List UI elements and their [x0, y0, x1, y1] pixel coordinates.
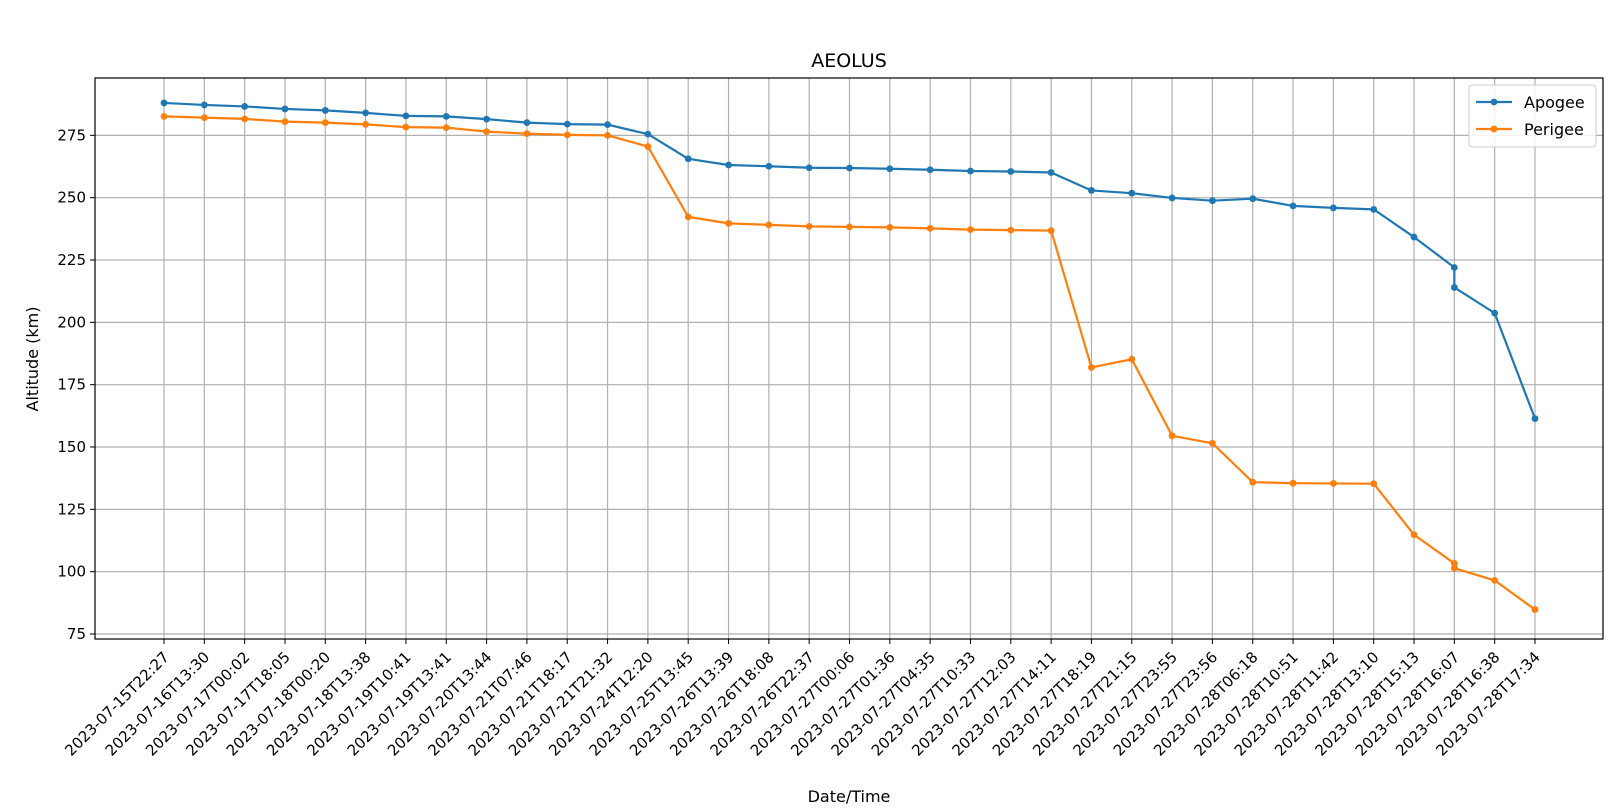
apogee-point — [362, 109, 370, 117]
y-axis-ticks: 75 100 125 150 175 200 225 250 275 — [57, 126, 95, 643]
apogee-point — [563, 120, 571, 128]
apogee-point — [523, 119, 531, 127]
y-tick-label: 225 — [57, 251, 86, 269]
apogee-point — [1249, 195, 1257, 203]
apogee-point — [200, 101, 208, 109]
perigee-point — [1491, 577, 1499, 584]
perigee-point — [1088, 364, 1095, 371]
perigee-point — [725, 219, 732, 227]
y-tick-label: 200 — [57, 313, 86, 331]
apogee-line — [163, 101, 1537, 419]
legend-label-perigee: Perigee — [1524, 120, 1584, 139]
apogee-point — [1209, 197, 1216, 205]
apogee-point — [846, 164, 853, 172]
y-tick-label: 250 — [57, 189, 86, 207]
apogee-point — [1289, 202, 1297, 210]
x-axis-ticks: 2023-07-15T22:272023-07-16T13:302023-07-… — [61, 639, 1544, 760]
perigee-point — [1450, 560, 1458, 567]
apogee-point — [402, 112, 410, 120]
perigee-point — [1209, 439, 1216, 447]
perigee-point — [563, 131, 571, 139]
apogee-point — [1410, 233, 1418, 241]
apogee-point — [1450, 264, 1458, 271]
apogee-point — [644, 130, 652, 138]
perigee-point — [1329, 480, 1337, 487]
perigee-point — [1249, 478, 1257, 486]
apogee-point — [1007, 168, 1015, 175]
apogee-point — [1531, 415, 1539, 422]
perigee-point — [523, 130, 531, 138]
apogee-point — [241, 103, 249, 110]
apogee-point — [604, 121, 611, 129]
perigee-point — [1410, 531, 1418, 539]
y-tick-label: 125 — [57, 500, 86, 518]
apogee-point — [805, 164, 813, 172]
perigee-point — [1450, 564, 1458, 572]
perigee-point — [1289, 479, 1297, 487]
y-tick-label: 150 — [57, 438, 86, 456]
perigee-point — [805, 222, 813, 230]
apogee-point — [442, 112, 450, 120]
apogee-point — [886, 165, 894, 173]
apogee-point — [1491, 309, 1499, 317]
apogee-point — [725, 161, 732, 169]
y-tick-label: 75 — [67, 625, 86, 643]
perigee-line — [163, 115, 1536, 611]
perigee-point — [200, 114, 208, 122]
perigee-point — [321, 119, 329, 127]
y-tick-label: 275 — [57, 126, 86, 144]
chart-title: AEOLUS — [811, 50, 887, 72]
legend-box — [1468, 84, 1597, 148]
apogee-point — [1370, 205, 1378, 213]
perigee-point — [483, 128, 490, 136]
apogee-point — [1168, 194, 1176, 202]
perigee-point — [604, 131, 611, 139]
perigee-point — [644, 143, 652, 150]
perigee-point — [442, 124, 450, 132]
perigee-point — [886, 223, 894, 231]
perigee-point — [846, 223, 853, 231]
apogee-point — [926, 166, 934, 174]
perigee-point — [1168, 432, 1176, 440]
apogee-point — [684, 155, 692, 163]
y-tick-label: 100 — [57, 563, 86, 581]
legend: Apogee Perigee — [1468, 84, 1597, 148]
perigee-point — [402, 123, 410, 131]
perigee-point — [1128, 355, 1136, 363]
y-axis-label: Altitude (km) — [23, 307, 42, 412]
perigee-point — [967, 226, 974, 233]
apogee-point — [765, 162, 773, 170]
perigee-point — [765, 221, 773, 229]
perigee-point — [362, 120, 370, 128]
perigee-point — [1531, 606, 1539, 613]
apogee-point — [321, 107, 329, 114]
perigee-point — [160, 112, 168, 120]
apogee-point — [1088, 187, 1095, 194]
x-axis-label: Date/Time — [808, 787, 891, 806]
perigee-point — [684, 213, 692, 221]
perigee-point — [241, 115, 249, 123]
apogee-point — [1329, 204, 1337, 212]
apogee-point — [967, 167, 974, 175]
apogee-point — [160, 99, 168, 107]
perigee-point — [1007, 226, 1015, 234]
legend-marker-perigee — [1490, 125, 1498, 133]
series-layer — [160, 99, 1539, 613]
y-tick-label: 175 — [57, 376, 86, 394]
perigee-point — [281, 118, 289, 126]
apogee-point — [281, 105, 289, 113]
series-apogee — [160, 99, 1539, 422]
perigee-point — [1047, 227, 1055, 234]
apogee-point — [483, 115, 490, 123]
legend-marker-apogee — [1490, 98, 1498, 106]
legend-label-apogee: Apogee — [1524, 93, 1585, 112]
perigee-point — [1370, 480, 1378, 488]
grid-lines — [95, 78, 1603, 639]
series-perigee — [160, 112, 1539, 613]
apogee-point — [1047, 169, 1055, 176]
perigee-point — [926, 224, 934, 232]
apogee-point — [1450, 284, 1458, 291]
apogee-point — [1128, 189, 1136, 197]
